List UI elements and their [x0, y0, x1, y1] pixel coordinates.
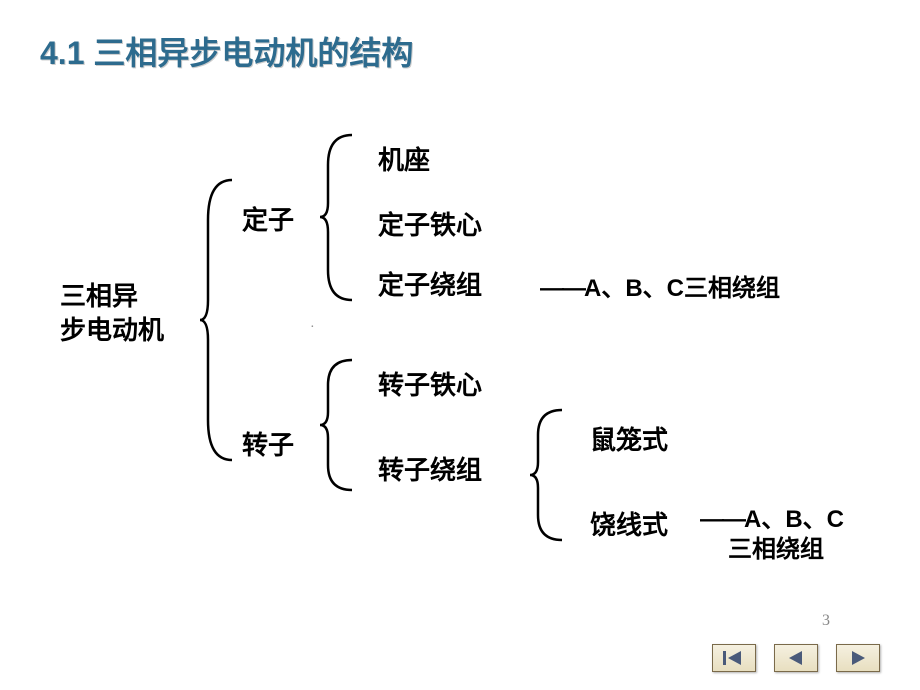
center-marker: ·	[310, 320, 315, 336]
brace-rotor-winding	[530, 410, 562, 540]
dash2: ——	[700, 506, 744, 533]
rotor-core: 转子铁心	[378, 365, 482, 402]
triangle-right-icon	[849, 651, 867, 665]
wound-note-l1: A、B、C	[744, 506, 844, 533]
stator-winding: 定子绕组	[378, 265, 482, 302]
triangle-left-icon	[787, 651, 805, 665]
root-line2: 步电动机	[60, 314, 164, 348]
stator-core: 定子铁心	[378, 205, 482, 242]
root-node: 三相异 步电动机	[60, 280, 164, 348]
root-line1: 三相异	[60, 280, 164, 314]
wound-rotor: 饶线式	[590, 505, 668, 542]
stator-frame: 机座	[378, 140, 430, 177]
skip-back-icon	[723, 651, 745, 665]
wound-annotation: ——A、B、C 三相绕组	[700, 505, 844, 565]
nav-first-button[interactable]	[712, 644, 756, 672]
stator-winding-note: A、B、C三相绕组	[584, 275, 780, 302]
wound-note-l2: 三相绕组	[700, 535, 844, 565]
nav-next-button[interactable]	[836, 644, 880, 672]
brace-stator	[320, 135, 352, 300]
brace-root	[200, 180, 232, 460]
squirrel-cage: 鼠笼式	[590, 420, 668, 457]
nav-prev-button[interactable]	[774, 644, 818, 672]
stator-node: 定子	[242, 200, 294, 237]
page-number: 3	[822, 612, 830, 630]
dash: ——	[540, 275, 584, 302]
rotor-node: 转子	[242, 425, 294, 462]
rotor-winding: 转子绕组	[378, 450, 482, 487]
slide-title: 4.1 三相异步电动机的结构	[40, 28, 413, 74]
brace-rotor	[320, 360, 352, 490]
nav-bar	[712, 644, 880, 672]
stator-winding-annotation: ——A、B、C三相绕组	[540, 268, 780, 303]
